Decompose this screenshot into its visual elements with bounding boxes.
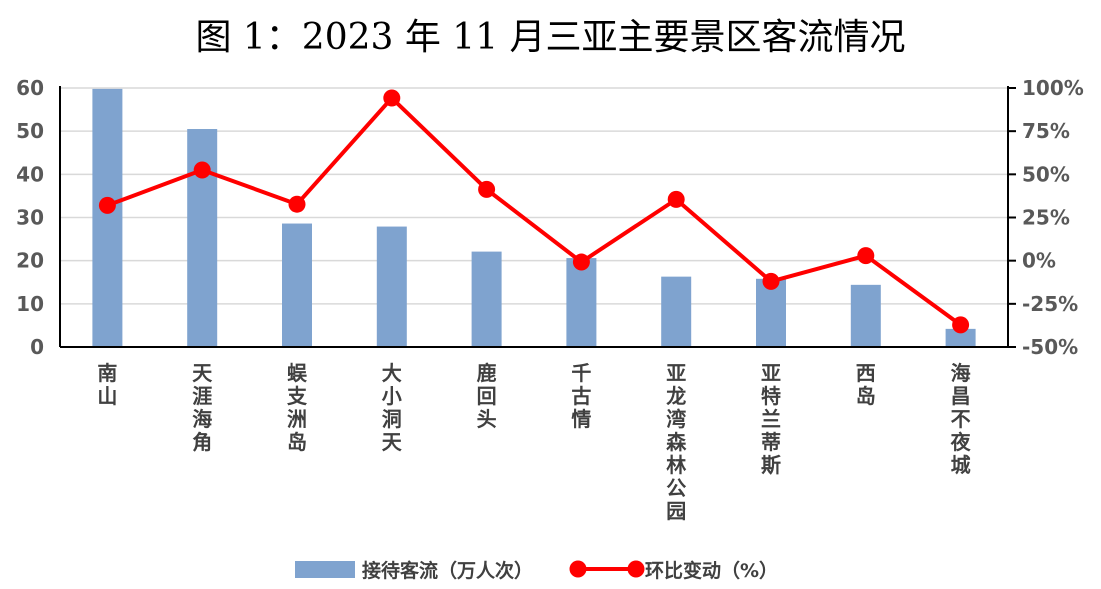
category-label: 蜈支洲岛 <box>287 361 308 454</box>
category-label: 西岛 <box>856 361 876 408</box>
legend-line-marker <box>627 560 645 578</box>
right-tick-label: 75% <box>1022 119 1070 143</box>
category-label: 鹿回头 <box>477 361 497 431</box>
left-tick-label: 0 <box>30 335 44 359</box>
line-point-6 <box>667 190 685 208</box>
line-point-0 <box>98 196 116 214</box>
category-label: 海昌不夜城 <box>950 361 972 477</box>
right-tick-label: -50% <box>1022 335 1078 359</box>
line-point-2 <box>288 195 306 213</box>
bar-9 <box>945 328 976 347</box>
category-label: 千古情 <box>571 361 591 431</box>
chart-title: 图 1：2023 年 11 月三亚主要景区客流情况 <box>195 17 906 58</box>
line-point-1 <box>193 161 211 179</box>
left-tick-label: 20 <box>16 249 44 273</box>
left-tick-label: 10 <box>16 292 44 316</box>
legend-line-label: 环比变动（%） <box>645 559 778 582</box>
bar-2 <box>282 223 312 347</box>
change-line <box>106 96 962 327</box>
legend-bar-swatch <box>295 561 355 578</box>
bar-4 <box>471 251 502 347</box>
line-point-9 <box>952 316 970 334</box>
right-tick-label: -25% <box>1022 292 1078 316</box>
right-tick-label: 100% <box>1022 76 1084 100</box>
left-tick-label: 60 <box>16 76 44 100</box>
category-label: 天涯海角 <box>192 361 213 454</box>
right-tick-label: 25% <box>1022 206 1070 230</box>
category-label: 南山 <box>97 361 117 408</box>
legend-line-marker <box>569 560 587 578</box>
category-label: 亚特兰蒂斯 <box>761 361 781 477</box>
bar-8 <box>850 284 881 347</box>
bar-5 <box>566 258 597 347</box>
line-point-4 <box>478 180 496 198</box>
category-label: 亚龙湾森林公园 <box>666 361 687 523</box>
category-label: 大小洞天 <box>382 361 403 454</box>
left-tick-label: 40 <box>16 162 44 186</box>
bar-6 <box>661 276 692 347</box>
line-point-7 <box>762 272 780 290</box>
line-point-5 <box>572 253 590 271</box>
left-tick-label: 30 <box>16 206 44 230</box>
bar-0 <box>92 88 123 347</box>
bar-7 <box>756 278 786 347</box>
line-point-8 <box>857 247 875 265</box>
bar-3 <box>376 226 407 347</box>
right-tick-label: 50% <box>1022 162 1070 186</box>
legend-bar-label: 接待客流（万人次） <box>362 559 533 582</box>
line-point-3 <box>383 89 401 107</box>
left-tick-label: 50 <box>16 119 44 143</box>
right-tick-label: 0% <box>1022 249 1056 273</box>
